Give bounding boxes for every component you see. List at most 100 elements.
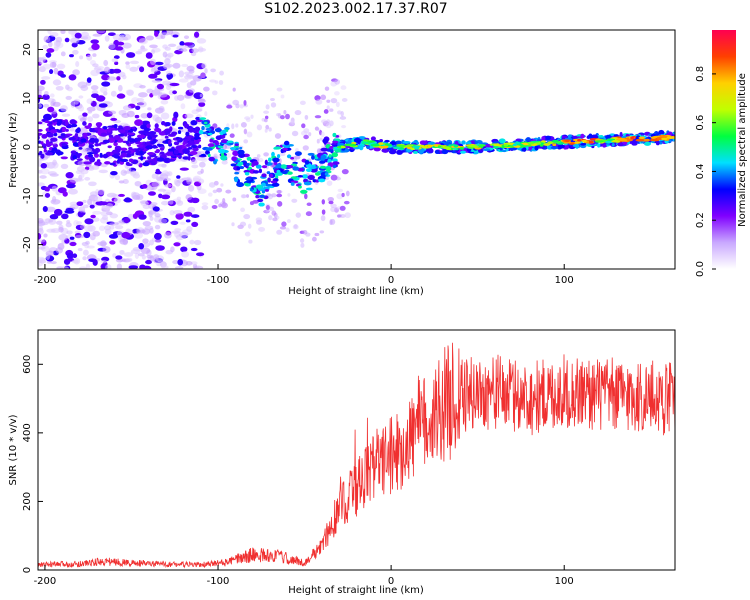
- spectrogram-cell-673: [137, 48, 147, 52]
- spectrogram-cell-667: [139, 85, 146, 89]
- spectrogram-cell-522: [38, 103, 43, 108]
- spectrogram-cell-1078: [316, 138, 320, 144]
- spectrogram-cell-1052: [235, 123, 239, 128]
- spectrogram-cell-1092: [243, 139, 249, 144]
- spectrogram-frame: [37, 29, 676, 270]
- spectrogram-cell-886: [149, 44, 158, 49]
- spectrogram-cell-2445: [61, 143, 67, 147]
- spectrogram-cell-2454: [72, 155, 77, 160]
- spectrogram-cell-1154: [213, 153, 218, 159]
- spectrogram-cell-880: [191, 48, 199, 53]
- spectrogram-cell-2077: [482, 148, 491, 151]
- spectrogram-cell-736: [181, 251, 190, 258]
- spectrogram-cell-2003: [205, 127, 212, 131]
- spectrogram-cell-1225: [165, 122, 171, 127]
- spectrogram-cell-889: [122, 105, 132, 111]
- spectrogram-cell-2658: [512, 143, 517, 147]
- spectrogram-cell-464: [109, 222, 119, 226]
- spectrogram-cell-2164: [236, 166, 241, 171]
- spectrogram-cell-2383: [521, 148, 526, 152]
- spectrogram-cell-1115: [343, 200, 350, 205]
- spectrogram-cell-982: [287, 193, 291, 197]
- spectrogram-cell-1131: [306, 202, 312, 207]
- spectrogram-cell-893: [181, 63, 189, 68]
- spectrogram-cell-496: [169, 82, 180, 87]
- spectrogram-cell-2586: [649, 138, 660, 142]
- spectrogram-cell-959: [252, 199, 259, 204]
- spectrogram-cell-2659: [577, 139, 582, 142]
- spectrogram-cell-2312: [49, 129, 58, 134]
- spectrogram-cell-2057: [94, 142, 100, 147]
- spectrogram-cell-140: [65, 95, 72, 100]
- spectrogram-cell-2127: [318, 178, 326, 183]
- spectrogram-cell-1012: [225, 189, 232, 194]
- spectrogram-cell-1063: [243, 99, 247, 106]
- spectrogram-cell-2429: [534, 145, 539, 151]
- spectrogram-cell-2040: [273, 146, 282, 150]
- spectrogram-cell-691: [151, 79, 162, 83]
- spectrogram-cell-640: [62, 191, 68, 197]
- spectrogram-cell-600: [140, 247, 151, 254]
- spectrogram-cell-694: [145, 52, 153, 59]
- spectrogram-cell-2668: [378, 142, 384, 145]
- spectrogram-cell-2188: [187, 127, 195, 133]
- spectrogram-cell-628: [115, 255, 123, 260]
- spectrogram-cell-1032: [276, 87, 283, 92]
- spectrogram-cell-1064: [268, 215, 273, 221]
- spectrogram-cell-2034: [246, 156, 252, 161]
- spectrogram-cell-1022: [255, 217, 263, 223]
- spectrogram-cell-2119: [127, 130, 134, 133]
- spectrogram-cell-630: [38, 246, 46, 250]
- spectrogram-cell-1993: [168, 139, 172, 145]
- spectrogram-cell-1094: [292, 224, 299, 230]
- spectrogram-cell-2443: [286, 165, 294, 169]
- spectrogram-cell-869: [134, 119, 144, 126]
- spectrogram-cell-2382: [328, 154, 332, 158]
- spectrogram-cell-617: [108, 43, 116, 50]
- spectrogram-y-ticks: -20 -10 0 10 20: [22, 43, 43, 253]
- spectrogram-cell-517: [195, 108, 203, 112]
- spectrogram-cell-875: [83, 161, 92, 165]
- spectrogram-cell-2257: [99, 152, 103, 158]
- spectrogram-cell-2432: [92, 149, 99, 155]
- spectrogram-cell-825: [44, 192, 51, 198]
- spectrogram-cell-490: [49, 69, 54, 75]
- spectrogram-cell-1085: [330, 203, 337, 209]
- spectrogram-cell-2446: [74, 153, 80, 157]
- spectrogram-cell-1057: [221, 160, 228, 165]
- spectrogram-cell-618: [98, 225, 106, 231]
- spectrogram-cell-1362: [318, 160, 326, 164]
- spectrogram-cell-2219: [82, 132, 88, 138]
- spectrogram-cell-387: [148, 191, 156, 196]
- spectrogram-cell-1101: [232, 197, 237, 202]
- spectrogram-cell-704: [66, 86, 73, 92]
- spectrogram-cell-1127: [337, 188, 344, 193]
- spectrogram-cell-2425: [261, 165, 268, 169]
- spectrogram-cell-2347: [580, 142, 586, 146]
- spectrogram-cell-929: [239, 104, 244, 109]
- spectrogram-cell-1751: [214, 142, 220, 145]
- spectrogram-cell-315: [38, 85, 45, 92]
- spectrogram-cell-816: [70, 100, 76, 108]
- snr-x-ticks: -200 -100 0 100: [34, 565, 574, 587]
- spectrogram-cell-1126: [334, 91, 340, 96]
- spectrogram-cell-1110: [245, 117, 251, 122]
- spectrogram-cell-349: [134, 252, 139, 259]
- colorbar-strip: [712, 30, 736, 269]
- spectrogram-cell-2223: [617, 142, 625, 147]
- spectrogram-cell-528: [107, 76, 117, 81]
- spectrogram-cell-1053: [214, 198, 219, 204]
- spectrogram-cell-2671: [378, 146, 389, 149]
- spectrogram-cell-221: [138, 92, 148, 98]
- spectrogram-cell-632: [125, 64, 131, 70]
- spectrogram-cell-534: [74, 32, 82, 39]
- spectrogram-cell-794: [91, 43, 100, 51]
- spectrogram-cell-860: [141, 254, 146, 260]
- spectrogram-cell-1194: [164, 135, 169, 139]
- spectrogram-cell-63: [83, 231, 91, 239]
- spectrogram-cell-887: [116, 263, 123, 269]
- spectrogram-cell-404: [110, 171, 118, 176]
- spectrogram-cell-981: [280, 94, 285, 99]
- spectrogram-cell-1841: [69, 119, 77, 125]
- spectrogram-cell-228: [55, 85, 64, 91]
